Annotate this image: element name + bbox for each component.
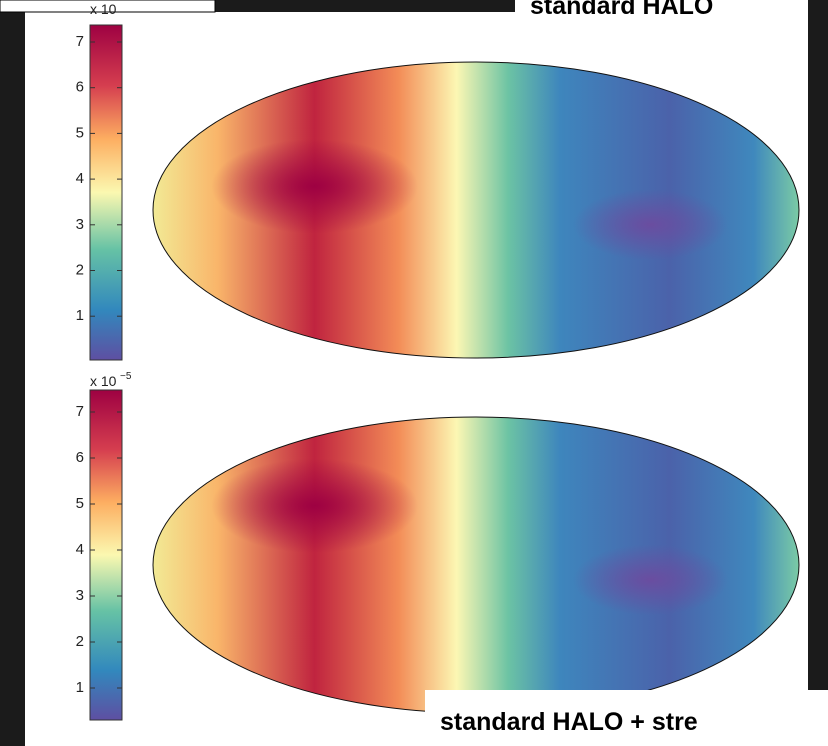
colorbar-tick-label: 5 [76,124,84,141]
colorbar-tick-label: 6 [76,449,84,466]
colorbar-tick-label: 3 [76,216,84,233]
colorbar-tick-label: 1 [76,679,84,696]
colorbar [89,389,123,721]
map-bottom [152,416,800,714]
colorbar-tick-label: 1 [76,307,84,324]
colorbar-multiplier: x 10 [90,1,117,17]
colorbar-tick-label: 7 [76,33,84,50]
cold-spot [153,417,799,713]
colorbar-tick-label: 3 [76,587,84,604]
colorbar-multiplier: x 10 [90,373,117,389]
colorbar-exponent: −5 [120,371,132,382]
colorbar-tick-label: 7 [76,403,84,420]
corner-box [0,0,216,13]
colorbar-tick-label: 4 [76,170,84,187]
colorbar-tick-label: 2 [76,633,84,650]
label-box [425,690,828,746]
colorbar-tick-label: 4 [76,541,84,558]
panel-label: standard HALO + stre [440,708,698,736]
map-top [152,61,800,359]
cold-spot [153,62,799,358]
colorbar-tick-label: 6 [76,79,84,96]
panel-label: standard HALO [530,0,713,20]
colorbar [89,24,123,361]
colorbar-tick-label: 5 [76,495,84,512]
colorbar-tick-label: 2 [76,261,84,278]
label-box [515,0,808,14]
